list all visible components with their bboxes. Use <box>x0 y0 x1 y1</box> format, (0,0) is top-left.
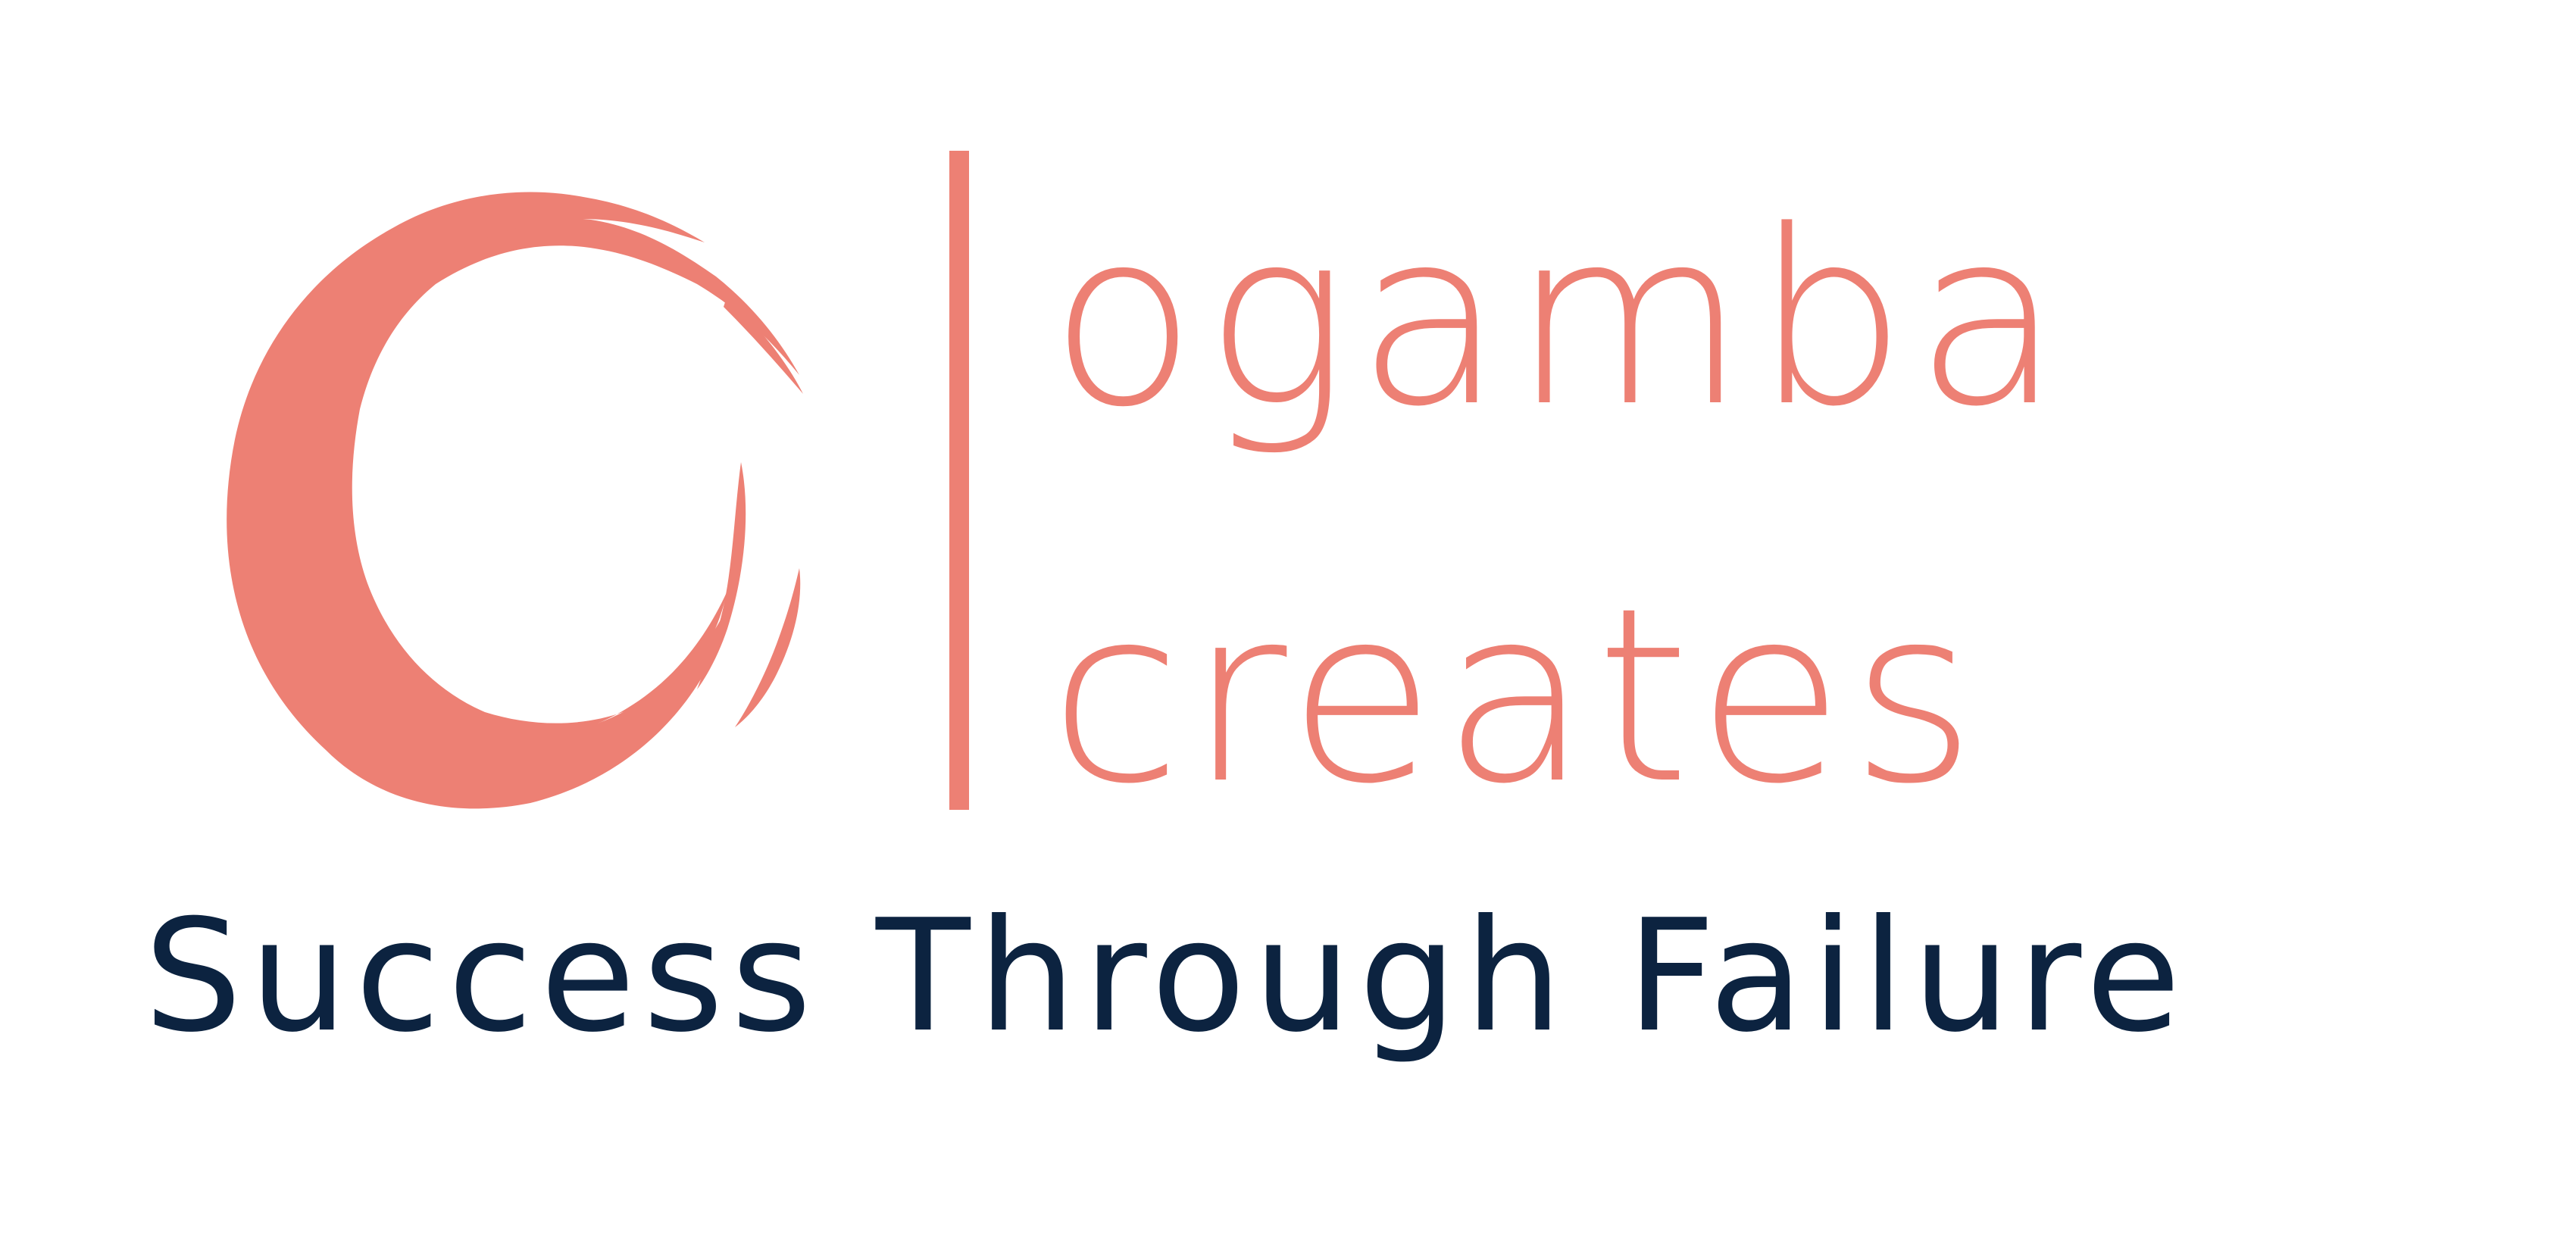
divider-bar <box>949 151 969 810</box>
enso-circle-icon <box>227 192 803 809</box>
enso-wisp-1 <box>458 206 606 221</box>
enso-body <box>227 192 739 809</box>
wordmark-line-1: ogamba <box>1049 179 2070 459</box>
enso-tail-lower <box>697 462 746 689</box>
enso-tail-spike <box>735 568 801 727</box>
wordmark-line-2: creates <box>1049 556 1983 836</box>
tagline: Success Through Failure <box>144 887 2189 1067</box>
enso-wisp-2 <box>724 295 803 394</box>
